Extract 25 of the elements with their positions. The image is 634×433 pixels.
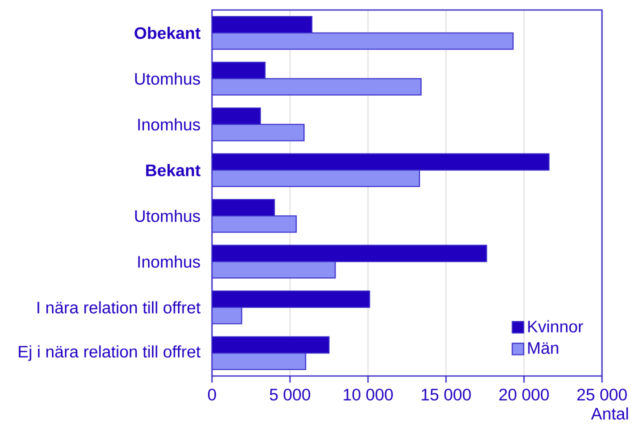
bar (212, 16, 312, 34)
bar (212, 153, 550, 171)
bar (212, 244, 488, 262)
x-tick-label: 25 000 (577, 388, 627, 401)
y-tick-label: Obekant (134, 26, 200, 39)
y-tick-label: Utomhus (135, 210, 200, 222)
bar (212, 62, 266, 80)
x-tick-label: 10 000 (344, 388, 393, 401)
legend-label: Kvinnor (528, 320, 584, 332)
y-tick-label: I nära relation till offret (38, 301, 200, 314)
x-axis-title: Antal (591, 407, 628, 420)
bar (212, 290, 370, 308)
bar (212, 336, 330, 354)
y-tick-label: Bekant (146, 164, 200, 176)
x-tick-label: 15 000 (422, 388, 471, 401)
x-tick-label: 0 (208, 388, 216, 401)
y-tick-label: Inomhus (138, 118, 200, 130)
y-tick-label: Utomhus (135, 72, 200, 85)
y-tick-label: Inomhus (138, 255, 200, 268)
bar (212, 198, 275, 216)
x-tick-label: 5 000 (270, 388, 310, 401)
x-tick-label: 20 000 (499, 388, 549, 401)
bar (212, 107, 261, 125)
y-tick-label: Ej i nära relation till offret (18, 345, 200, 361)
legend-label: Män (528, 342, 558, 354)
